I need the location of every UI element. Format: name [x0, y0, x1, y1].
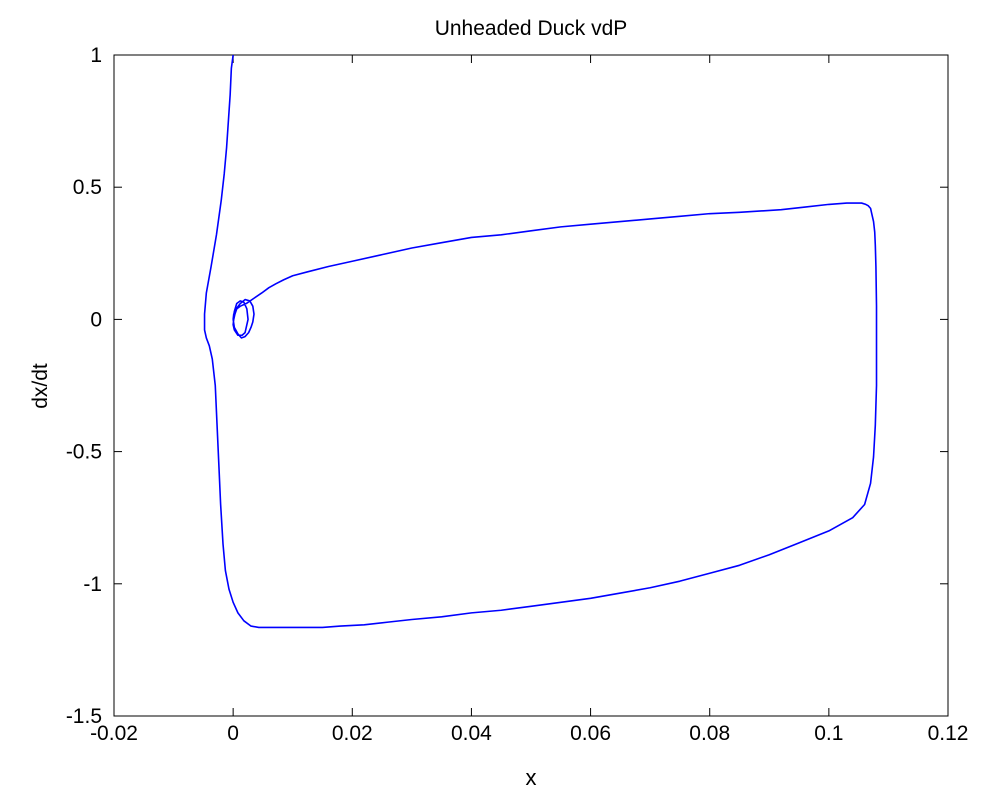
x-tick-label: 0.04	[451, 722, 492, 745]
y-tick-label: 0	[90, 308, 102, 331]
x-tick-label: 0.02	[332, 722, 373, 745]
x-tick-label: -0.02	[90, 722, 138, 745]
y-tick-label: 1	[90, 44, 102, 67]
y-axis-label: dx/dt	[29, 363, 52, 409]
y-tick-label: -1.5	[66, 705, 102, 728]
x-tick-label: 0.12	[928, 722, 969, 745]
series-group	[203, 54, 878, 629]
y-tick-label: -0.5	[66, 441, 102, 464]
x-tick-label: 0.06	[570, 722, 611, 745]
plot-area	[113, 54, 949, 717]
axis-ticks	[113, 54, 949, 717]
x-axis-label: x	[526, 765, 537, 790]
y-tick-label: -1	[83, 573, 102, 596]
y-tick-label: 0.5	[73, 176, 102, 199]
x-tick-label: 0.08	[689, 722, 730, 745]
y-tick-labels: -1.5 -1 -0.5 0 0.5 1	[66, 44, 102, 728]
x-tick-label: 0	[227, 722, 239, 745]
chart-title: Unheaded Duck vdP	[435, 17, 628, 40]
series-line-0	[203, 54, 878, 629]
x-tick-labels: -0.02 0 0.02 0.04 0.06 0.08 0.1 0.12	[90, 722, 968, 745]
x-tick-label: 0.1	[814, 722, 843, 745]
